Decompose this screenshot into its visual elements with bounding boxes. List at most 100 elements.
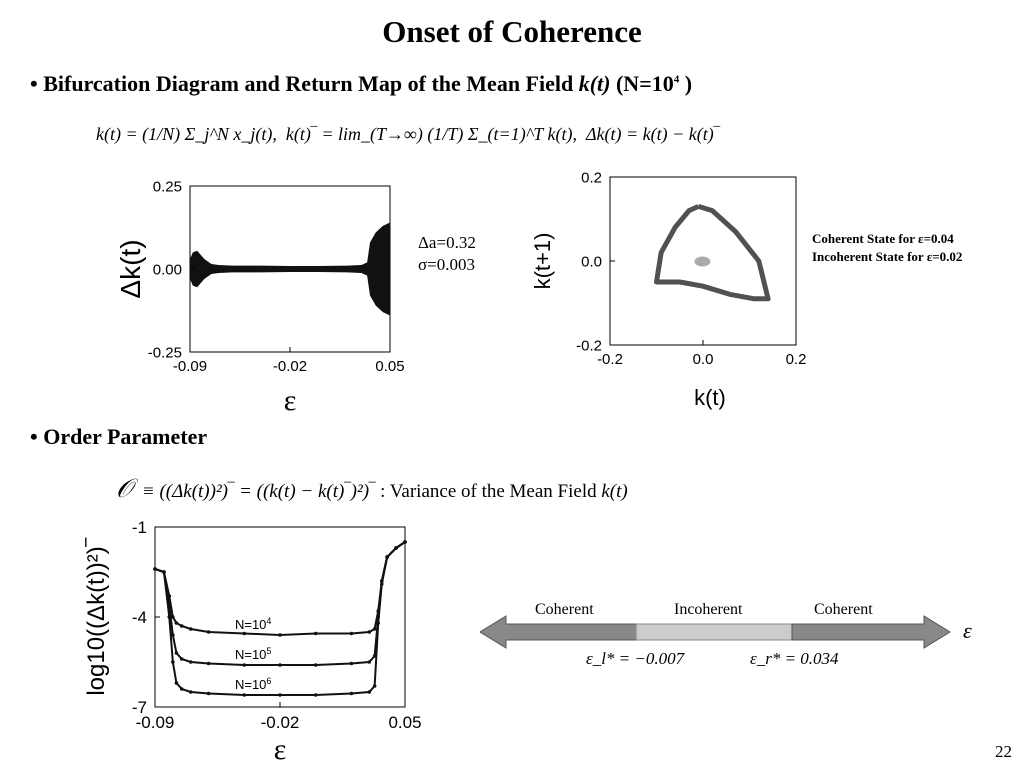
order-series-point xyxy=(206,691,211,696)
order-series-point xyxy=(167,615,172,619)
order-parameter-frame xyxy=(154,526,406,708)
order-series-point xyxy=(179,624,184,628)
order-series-point xyxy=(349,691,354,696)
bullet-mark: • xyxy=(30,424,38,449)
bifurcation-annotation: Δa=0.32 σ=0.003 xyxy=(418,232,476,276)
order-series-point xyxy=(278,633,282,637)
bifurcation-ylabel: Δk(t) xyxy=(115,239,146,298)
order-series-point xyxy=(376,621,381,625)
y-tick-label: -0.2 xyxy=(576,337,602,354)
bullet1-k-symbol: k(t) xyxy=(578,71,611,96)
bullet-bifurcation: • Bifurcation Diagram and Return Map of … xyxy=(30,71,692,97)
bullet-order-parameter: • Order Parameter xyxy=(30,424,207,450)
bifurcation-envelope xyxy=(190,222,390,316)
order-series-point xyxy=(379,582,384,586)
order-series-point xyxy=(349,661,354,666)
left-threshold: ε_l* = −0.007 xyxy=(586,649,685,668)
variance-description: : Variance of the Mean Field xyxy=(380,481,597,502)
order-series-point xyxy=(242,631,247,636)
bullet1-text: Bifurcation Diagram and Return Map of th… xyxy=(43,71,579,96)
order-series-point xyxy=(403,540,407,544)
mean-field-formula: k(t) = (1/N) Σ_j^N x_j(t), k(t)‾ = lim_(… xyxy=(96,124,720,145)
x-tick-label: -0.02 xyxy=(273,358,307,375)
bullet2-text: Order Parameter xyxy=(43,424,208,449)
order-parameter-symbol: 𝒪 xyxy=(116,474,133,503)
order-series-point xyxy=(188,690,193,694)
order-series-point xyxy=(171,633,175,637)
order-series-point xyxy=(174,651,179,655)
order-series-point xyxy=(278,693,282,697)
order-series-point xyxy=(313,631,318,636)
variance-k-symbol: k(t) xyxy=(601,481,628,502)
phase-axis-symbol: ε xyxy=(963,618,972,643)
delta-definition: Δk(t) = k(t) − k(t)‾ xyxy=(585,124,720,144)
bifurcation-xlabel: ε xyxy=(284,384,297,417)
order-parameter-xlabel: ε xyxy=(274,733,287,765)
order-series-point xyxy=(171,615,175,619)
return-map-chart: 0.2 0.0 -0.2 -0.2 0.0 0.2 k(t+1) k(t) xyxy=(530,169,807,410)
bifurcation-chart: 0.25 0.00 -0.25 -0.09 -0.02 0.05 Δk(t) ε xyxy=(115,178,405,417)
coherent-state-note: Coherent State for ε=0.04 xyxy=(812,231,954,246)
order-series-point xyxy=(174,681,179,685)
y-tick-label: 0.2 xyxy=(581,169,602,186)
order-parameter-definition: ≡ ((Δk(t))²)‾ = ((k(t) − k(t)‾)²)‾ xyxy=(141,481,376,502)
order-series-point xyxy=(171,660,175,664)
y-tick-label: 0.25 xyxy=(153,178,182,195)
order-series-point xyxy=(349,631,354,636)
return-map-ylabel: k(t+1) xyxy=(530,233,555,290)
incoherent-state-note: Incoherent State for ε=0.02 xyxy=(812,249,963,264)
bullet-mark: • xyxy=(30,71,38,96)
y-tick-label: -1 xyxy=(132,518,147,537)
order-series-point xyxy=(313,663,318,667)
phase-label-incoherent: Incoherent xyxy=(674,601,743,618)
x-tick-label: -0.09 xyxy=(136,713,175,732)
order-series-point xyxy=(162,570,166,574)
delta-a-value: Δa=0.32 xyxy=(418,233,476,252)
order-series-point xyxy=(153,567,157,571)
series-label: N=104 xyxy=(235,616,271,632)
slide-title: Onset of Coherence xyxy=(382,14,642,49)
x-tick-label: 0.05 xyxy=(375,358,404,375)
x-tick-label: -0.02 xyxy=(261,713,300,732)
series-label: N=105 xyxy=(235,646,271,662)
phase-label-coherent-left: Coherent xyxy=(535,601,594,618)
mean-definition: k(t)‾ = lim_(T→∞) (1/T) Σ_(t=1)^T k(t), xyxy=(285,124,577,144)
order-series-point xyxy=(242,693,247,697)
series-label: N=106 xyxy=(235,676,271,692)
phase-label-coherent-right: Coherent xyxy=(814,601,873,618)
k-definition: k(t) = (1/N) Σ_j^N x_j(t), xyxy=(96,124,277,144)
order-series-point xyxy=(174,621,179,625)
coherent-cluster xyxy=(694,256,711,267)
y-tick-label: -4 xyxy=(132,608,147,627)
y-tick-label: -0.25 xyxy=(148,344,182,361)
order-series-point xyxy=(367,690,372,694)
x-tick-label: 0.0 xyxy=(693,351,714,368)
y-tick-label: 0.0 xyxy=(581,253,602,270)
order-series-point xyxy=(367,630,372,634)
x-tick-label: 0.05 xyxy=(388,713,421,732)
bullet1-n-exp: 4 xyxy=(673,73,680,86)
order-series-point xyxy=(206,661,211,666)
order-series-point xyxy=(179,657,184,661)
bullet1-n-suffix: ) xyxy=(679,71,693,96)
order-series-point xyxy=(367,660,372,664)
order-series-point xyxy=(206,630,211,634)
page-number: 22 xyxy=(995,742,1012,761)
y-tick-label: -7 xyxy=(132,698,147,717)
x-tick-label: 0.2 xyxy=(786,351,807,368)
order-series-point xyxy=(179,687,184,691)
order-series-point xyxy=(394,546,398,550)
x-tick-label: -0.09 xyxy=(173,358,207,375)
return-map-notes: Coherent State for ε=0.04 Incoherent Sta… xyxy=(812,230,962,266)
order-series-point xyxy=(242,663,247,667)
sigma-value: σ=0.003 xyxy=(418,255,476,274)
return-map-xlabel: k(t) xyxy=(694,385,726,410)
order-series-point xyxy=(372,684,377,688)
order-parameter-chart: N=104 N=105 N=106 -1 -4 -7 -0.09 -0.02 0.05 lo… xyxy=(83,518,422,765)
order-parameter-formula: 𝒪 ≡ ((Δk(t))²)‾ = ((k(t) − k(t)‾)²)‾ : V… xyxy=(116,474,628,505)
incoherent-orbit xyxy=(654,204,771,302)
order-series-point xyxy=(278,663,282,667)
phase-arrow xyxy=(480,615,951,649)
order-parameter-ylabel: log10((Δk(t))²)‾ xyxy=(83,537,110,695)
order-series-point xyxy=(188,660,193,664)
